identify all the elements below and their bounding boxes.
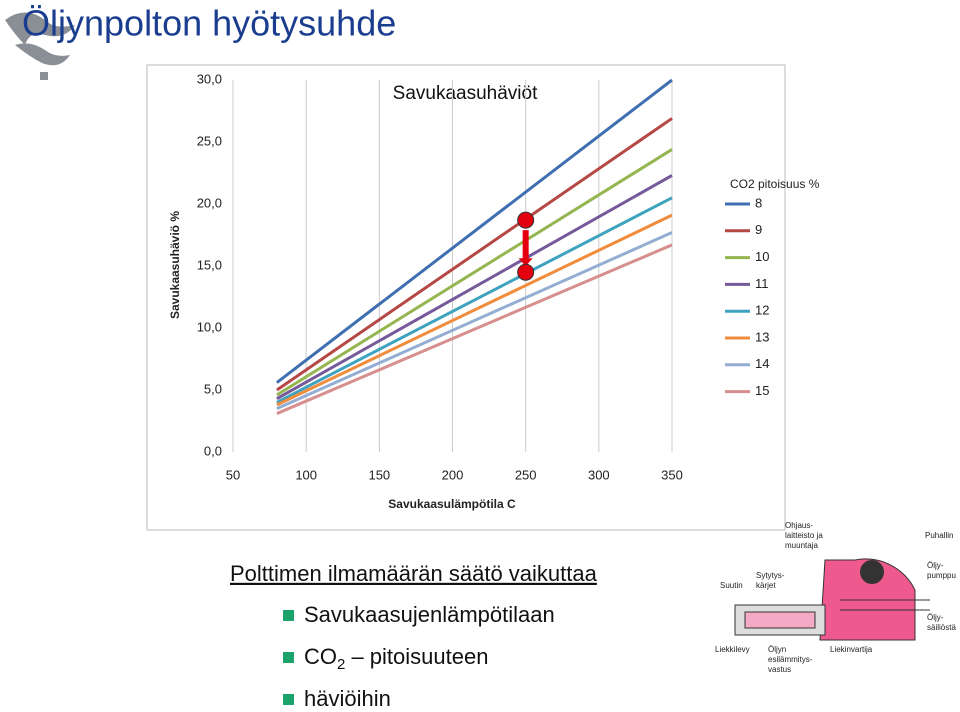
heading: Polttimen ilmamäärän säätö vaikuttaa	[230, 561, 598, 586]
y-axis-label: Savukaasuhäviö %	[168, 211, 182, 319]
highlight-point	[517, 263, 535, 281]
diagram-label: Öljyn	[768, 645, 786, 654]
series-line	[276, 148, 673, 397]
legend-label: 14	[755, 356, 769, 371]
legend-label: 13	[755, 329, 769, 344]
arrow-head	[518, 258, 533, 267]
diagram-label: pumppu	[927, 571, 956, 580]
series-line	[276, 231, 673, 410]
diagram-label: Liekinvartija	[830, 645, 873, 654]
diagram-label: esilämmitys-	[768, 655, 813, 664]
chart-frame	[146, 64, 786, 531]
bullet-part: häviöihin	[304, 686, 391, 711]
chart-title: Savukaasuhäviöt	[393, 83, 538, 104]
y-tick-label: 30,0	[197, 71, 222, 86]
diagram-label: kärjet	[756, 581, 776, 590]
diagram-label: muuntaja	[785, 541, 818, 550]
x-tick-label: 300	[588, 467, 610, 482]
y-tick-label: 20,0	[197, 195, 222, 210]
bullet-part: Savukaasujenlämpötilaan	[304, 602, 555, 627]
legend-label: 9	[755, 222, 762, 237]
bullet-marker	[283, 652, 294, 663]
bullet-marker	[283, 610, 294, 621]
diagram-label: Öljy-	[927, 613, 944, 622]
diagram-label: Öljy-	[927, 561, 944, 570]
bullet-text: Savukaasujenlämpötilaan	[304, 602, 555, 627]
x-axis-label: Savukaasulämpötila C	[388, 497, 516, 511]
y-tick-label: 10,0	[197, 319, 222, 334]
diagram-label: Suutin	[720, 581, 743, 590]
y-tick-label: 0,0	[204, 443, 222, 458]
x-tick-label: 350	[661, 467, 683, 482]
slide-title: Öljynpolton hyötysuhde	[22, 3, 396, 44]
diagram-label: Puhallin	[925, 531, 953, 540]
diagram-label: laitteisto ja	[785, 531, 823, 540]
x-tick-label: 250	[515, 467, 537, 482]
y-tick-label: 15,0	[197, 257, 222, 272]
series-line	[276, 213, 673, 407]
legend-label: 11	[755, 276, 769, 291]
x-tick-label: 150	[368, 467, 390, 482]
diagram-label: Sytytys-	[756, 571, 785, 580]
diagram-label: säiliöstä	[927, 623, 956, 632]
diagram-label: Ohjaus-	[785, 521, 813, 530]
x-tick-label: 200	[442, 467, 464, 482]
bullet-part: 2	[337, 656, 345, 673]
legend-label: 10	[755, 249, 769, 264]
bullet-part: – pitoisuuteen	[345, 644, 488, 669]
logo	[5, 12, 75, 80]
series-line	[276, 243, 673, 415]
legend-title: CO2 pitoisuus %	[730, 177, 820, 191]
y-tick-label: 25,0	[197, 133, 222, 148]
bullet-text: häviöihin	[304, 686, 391, 711]
bullet-part: CO	[304, 644, 337, 669]
series-line	[275, 78, 673, 384]
diagram-label: Liekkilevy	[715, 645, 750, 654]
legend-label: 12	[755, 303, 769, 318]
bullet-text: CO2 – pitoisuuteen	[304, 644, 488, 673]
diagram-label: vastus	[768, 665, 791, 674]
legend-label: 15	[755, 383, 769, 398]
series-line	[276, 117, 673, 392]
bullet-marker	[283, 694, 294, 705]
x-tick-label: 100	[295, 467, 317, 482]
x-tick-label: 50	[226, 467, 240, 482]
series-line	[276, 196, 673, 404]
series-line	[276, 174, 673, 400]
y-tick-label: 5,0	[204, 381, 222, 396]
legend-label: 8	[755, 195, 762, 210]
highlight-point	[517, 211, 535, 229]
